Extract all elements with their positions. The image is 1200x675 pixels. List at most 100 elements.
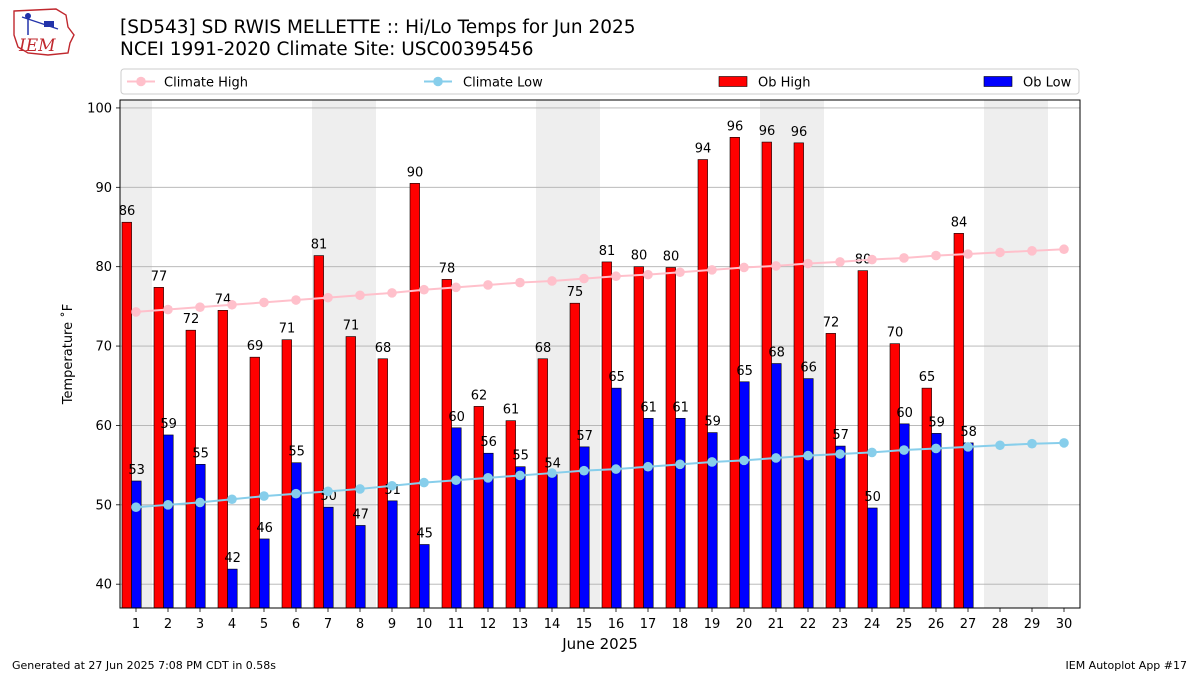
ob-high-label: 80 xyxy=(663,249,680,264)
ob-high-bar xyxy=(185,329,196,609)
ob-low-bar xyxy=(195,464,206,609)
climate-high-point xyxy=(707,265,717,275)
ob-high-label: 86 xyxy=(119,204,136,219)
ob-low-bar xyxy=(739,381,750,609)
climate-low-point xyxy=(419,477,429,488)
x-tick-label: 23 xyxy=(832,617,849,632)
climate-low-point xyxy=(515,470,525,481)
ob-low-bar xyxy=(835,445,846,609)
climate-high-point xyxy=(771,261,781,271)
ob-high-bar xyxy=(281,339,292,609)
ob-low-label: 45 xyxy=(416,527,433,542)
ob-high-label: 96 xyxy=(791,125,808,140)
legend-box xyxy=(120,68,1080,95)
ob-high-bar xyxy=(857,270,868,609)
ob-low-bar xyxy=(547,474,558,609)
ob-high-bar xyxy=(441,279,452,609)
climate-low-point xyxy=(1059,438,1069,448)
ob-high-label: 84 xyxy=(951,215,968,230)
legend-ob-high-label: Ob High xyxy=(758,76,811,91)
x-tick-label: 27 xyxy=(960,617,977,632)
climate-high-point xyxy=(899,253,909,263)
ob-low-bar xyxy=(931,433,942,609)
ob-high-label: 75 xyxy=(567,285,584,300)
y-tick-label: 70 xyxy=(95,340,112,355)
climate-low-point xyxy=(227,494,237,505)
title-line-2: NCEI 1991-2020 Climate Site: USC00395456 xyxy=(120,39,534,60)
climate-low-point xyxy=(707,457,717,467)
title-line-1: [SD543] SD RWIS MELLETTE :: Hi/Lo Temps … xyxy=(120,17,636,38)
climate-low-point xyxy=(355,484,365,494)
ob-low-bar xyxy=(387,500,398,609)
climate-high-point xyxy=(579,273,589,284)
generated-timestamp: Generated at 27 Jun 2025 7:08 PM CDT in … xyxy=(12,659,277,672)
ob-low-bar xyxy=(675,417,686,609)
climate-high-line xyxy=(135,248,1065,313)
ob-high-bar xyxy=(121,221,132,609)
ob-low-label: 60 xyxy=(448,410,465,425)
climate-low-line xyxy=(135,441,1065,509)
climate-high-point xyxy=(163,304,173,315)
ob-high-bar xyxy=(825,333,836,609)
chart-title: [SD543] SD RWIS MELLETTE :: Hi/Lo Temps … xyxy=(120,17,636,61)
ob-high-bar xyxy=(697,159,708,609)
climate-low-point xyxy=(1027,438,1037,449)
x-tick-label: 26 xyxy=(928,617,945,632)
ob-low-label: 47 xyxy=(352,507,369,522)
climate-high-point xyxy=(931,250,941,261)
y-axis-label: Temperature ˚F xyxy=(60,304,76,405)
ob-low-bar xyxy=(323,506,334,609)
x-tick-label: 29 xyxy=(1024,617,1041,632)
climate-low-point xyxy=(579,465,589,476)
ob-high-label: 80 xyxy=(631,249,648,264)
legend-ob-low-label: Ob Low xyxy=(1023,76,1072,91)
iowa-outline-icon xyxy=(13,8,75,56)
ob-high-bar xyxy=(313,255,324,609)
ob-high-label: 94 xyxy=(695,142,712,157)
climate-high-point xyxy=(323,292,333,303)
ob-high-bar xyxy=(153,287,164,609)
x-tick-label: 24 xyxy=(864,617,881,632)
climate-high-point xyxy=(835,257,845,267)
climate-high-point xyxy=(611,271,621,282)
climate-low-point xyxy=(387,480,397,491)
x-tick-label: 9 xyxy=(388,617,396,632)
ob-low-label: 54 xyxy=(544,457,561,472)
ob-high-label: 71 xyxy=(343,319,360,334)
x-tick-label: 10 xyxy=(416,617,433,632)
x-tick-label: 25 xyxy=(896,617,913,632)
legend-ob-low-swatch xyxy=(983,76,1013,87)
ob-low-label: 65 xyxy=(736,364,753,379)
ob-low-label: 56 xyxy=(480,435,497,450)
ob-high-bar xyxy=(409,183,420,609)
ob-low-label: 68 xyxy=(768,346,785,361)
ob-low-bar xyxy=(259,538,270,609)
ob-low-label: 58 xyxy=(960,425,977,440)
ob-high-label: 69 xyxy=(247,339,264,354)
ob-low-label: 55 xyxy=(192,446,209,461)
ob-high-bar xyxy=(601,261,612,609)
iem-logo: IEM xyxy=(13,8,75,56)
climate-low-point xyxy=(131,502,141,512)
ob-low-label: 57 xyxy=(832,428,849,443)
ob-low-bar xyxy=(163,434,174,609)
x-tick-label: 28 xyxy=(992,617,1009,632)
x-tick-label: 15 xyxy=(576,617,593,632)
climate-low-point xyxy=(643,461,653,472)
legend-climate-high-marker xyxy=(136,76,146,87)
ob-high-label: 62 xyxy=(471,388,488,403)
y-tick-label: 60 xyxy=(95,419,112,434)
ob-low-bar xyxy=(419,544,430,609)
climate-high-point xyxy=(739,262,749,273)
logo-text: IEM xyxy=(18,36,56,56)
x-tick-label: 3 xyxy=(196,617,204,632)
ob-high-label: 81 xyxy=(599,244,616,259)
ob-low-label: 59 xyxy=(160,417,177,432)
climate-low-point xyxy=(739,455,749,466)
ob-low-label: 46 xyxy=(256,521,273,536)
y-tick-label: 90 xyxy=(95,181,112,196)
climate-low-point xyxy=(259,491,269,501)
ob-low-label: 65 xyxy=(608,370,625,385)
autoplot-app-label: IEM Autoplot App #17 xyxy=(1065,659,1188,672)
